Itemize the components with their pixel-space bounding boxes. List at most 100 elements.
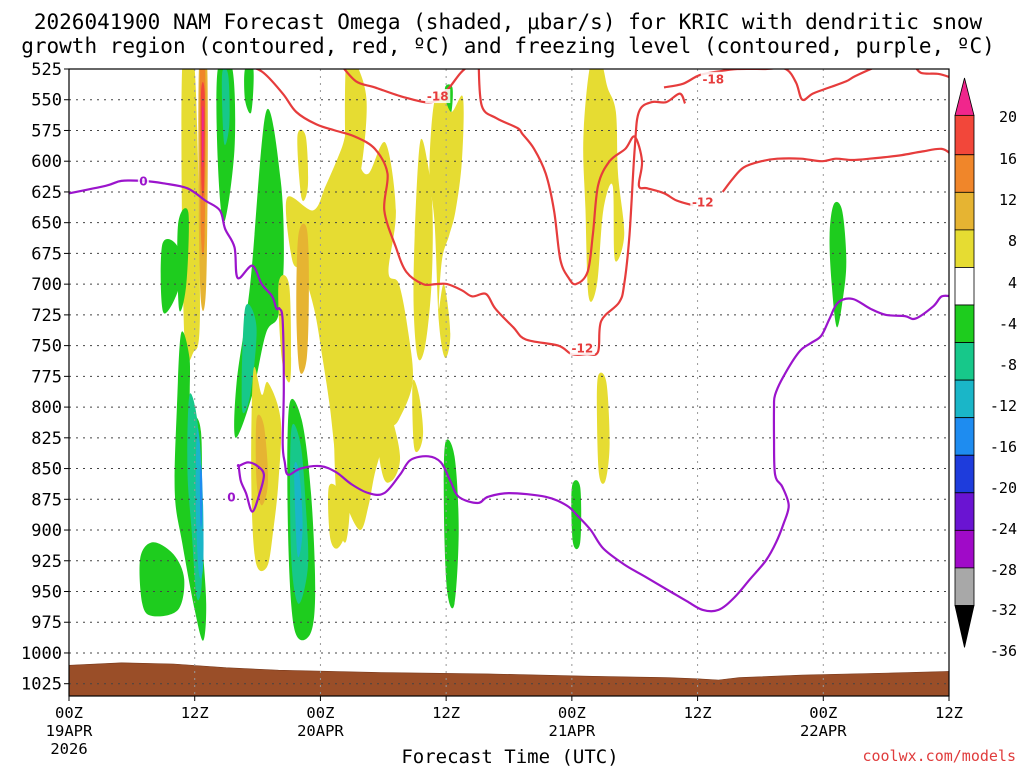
contour-label-bg-6: [137, 173, 149, 188]
chart-title-line1: 2026041900 NAM Forecast Omega (shaded, μ…: [34, 10, 983, 34]
x-tick-time-6: 00Z: [809, 704, 837, 722]
x-axis-label: Forecast Time (UTC): [401, 746, 618, 768]
omega-region-29: [296, 223, 309, 374]
omega-region-20: [443, 439, 459, 609]
colorbar-label-0: 20: [999, 108, 1017, 126]
y-tick-label-6: 675: [31, 244, 62, 264]
colorbar-label-11: -28: [990, 561, 1017, 579]
omega-region-14: [195, 427, 204, 579]
y-tick-label-18: 975: [31, 613, 62, 633]
omega-region-27: [297, 129, 309, 202]
omega-region-15: [199, 464, 203, 528]
colorbar-segment-12: [954, 529, 975, 569]
colorbar-label-2: 12: [999, 191, 1017, 209]
contour-line-4: [477, 69, 694, 286]
colorbar-label-10: -24: [990, 520, 1017, 538]
omega-region-6: [221, 69, 230, 145]
omega-region-23: [829, 201, 847, 328]
omega-region-4: [201, 105, 204, 168]
colorbar-label-6: -8: [999, 356, 1017, 374]
omega-region-25: [255, 414, 269, 506]
omega-region-35: [370, 368, 401, 483]
contour-label-bg-1: [700, 71, 726, 86]
y-tick-label-2: 575: [31, 121, 62, 141]
omega-region-33: [333, 279, 352, 543]
colorbar-label-8: -16: [990, 438, 1017, 456]
colorbar-label-1: 16: [999, 150, 1017, 168]
y-tick-label-19: 1000: [21, 644, 62, 664]
y-tick-label-16: 925: [31, 552, 62, 572]
colorbar-segment-13: [954, 567, 975, 606]
y-tick-label-1: 550: [31, 91, 62, 111]
contour-label-bg-7: [225, 489, 237, 504]
x-tick-time-2: 00Z: [306, 704, 334, 722]
contour-line-3: [254, 69, 687, 357]
x-tick-time-4: 00Z: [558, 704, 586, 722]
y-tick-label-7: 700: [31, 275, 62, 295]
contour-label-4: -12: [692, 195, 714, 209]
y-tick-label-12: 825: [31, 429, 62, 449]
y-tick-label-4: 625: [31, 183, 62, 203]
omega-region-37: [583, 69, 625, 302]
y-tick-label-3: 600: [31, 152, 62, 172]
colorbar-segment-5: [954, 267, 975, 306]
x-tick-date-6: 22APR: [800, 722, 847, 740]
chart-title-line2: growth region (contoured, red, ºC) and f…: [21, 34, 995, 58]
colorbar-label-13: -36: [990, 642, 1017, 660]
contour-label-7: 0: [227, 490, 235, 504]
contour-label-bg-0: [425, 89, 451, 104]
contour-line-5: [721, 147, 949, 193]
x-tick-time-1: 12Z: [181, 704, 209, 722]
x-tick-year-0: 2026: [50, 740, 87, 758]
contour-line-0: [342, 69, 467, 104]
colorbar-label-4: 4: [1008, 274, 1017, 292]
contour-label-3: -12: [571, 342, 593, 356]
y-tick-label-14: 875: [31, 490, 62, 510]
plot-frame: [68, 68, 950, 697]
colorbar-segment-7: [954, 342, 975, 381]
colorbar-segment-6: [954, 304, 975, 343]
colorbar-label-3: 8: [1008, 232, 1017, 250]
credit-link[interactable]: coolwx.com/models: [862, 747, 1016, 765]
contour-label-bg-3: [569, 341, 595, 356]
contour-label-0: -18: [427, 90, 449, 104]
omega-region-38: [596, 372, 610, 484]
colorbar-segment-1: [954, 114, 975, 156]
contour-line-2: [915, 69, 949, 79]
x-tick-date-2: 20APR: [297, 722, 344, 740]
colorbar-segment-4: [954, 229, 975, 268]
x-tick-time-7: 12Z: [935, 704, 963, 722]
omega-region-7: [244, 69, 254, 114]
omega-region-5: [216, 69, 236, 223]
x-tick-date-4: 21APR: [549, 722, 596, 740]
colorbar-label-12: -32: [990, 601, 1017, 619]
x-tick-time-5: 12Z: [684, 704, 712, 722]
colorbar-label-5: -4: [999, 315, 1017, 333]
omega-region-36: [412, 379, 424, 453]
y-tick-label-9: 750: [31, 337, 62, 357]
colorbar-segment-3: [954, 191, 975, 231]
omega-region-34: [328, 483, 346, 549]
y-tick-label-20: 1025: [21, 675, 62, 695]
colorbar-bottom-arrow: [954, 605, 975, 648]
y-tick-label-5: 650: [31, 214, 62, 234]
omega-region-26: [278, 274, 292, 383]
contour-label-6: 0: [139, 174, 147, 188]
colorbar-segment-11: [954, 492, 975, 531]
colorbar-segment-8: [954, 379, 975, 419]
surface-ground: [69, 662, 949, 696]
colorbar-segment-10: [954, 454, 975, 494]
y-tick-label-10: 775: [31, 367, 62, 387]
x-tick-time-3: 12Z: [432, 704, 460, 722]
omega-region-9: [241, 303, 257, 414]
omega-region-16: [139, 542, 185, 617]
contour-label-bg-4: [690, 194, 716, 209]
y-tick-label-17: 950: [31, 583, 62, 603]
x-tick-time-0: 00Z: [55, 704, 83, 722]
y-tick-label-8: 725: [31, 306, 62, 326]
omega-region-19: [294, 461, 303, 558]
colorbar-label-7: -12: [990, 397, 1017, 415]
contour-line-7: [236, 461, 266, 513]
y-tick-label-13: 850: [31, 460, 62, 480]
